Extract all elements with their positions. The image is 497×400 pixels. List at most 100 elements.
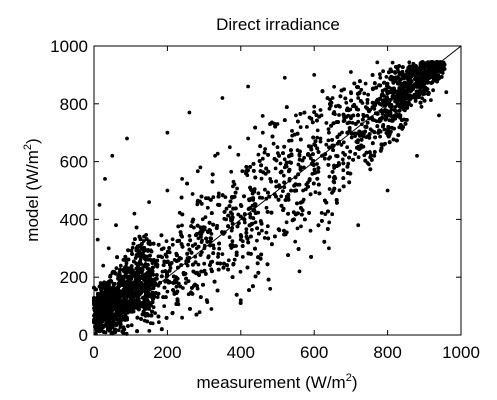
data-point — [222, 261, 226, 266]
data-point — [195, 169, 200, 174]
data-point — [355, 85, 359, 89]
data-point — [134, 266, 139, 271]
data-point — [345, 164, 350, 169]
data-point — [236, 152, 241, 157]
data-point — [282, 157, 287, 162]
data-point — [174, 275, 178, 280]
data-point — [379, 146, 384, 151]
data-point — [322, 239, 327, 244]
data-point — [180, 212, 185, 217]
data-point — [387, 70, 391, 75]
data-point — [170, 311, 175, 316]
data-point — [384, 113, 388, 118]
points-layer — [92, 60, 449, 336]
data-point — [106, 246, 111, 251]
data-point — [308, 228, 313, 233]
data-point — [298, 200, 303, 205]
data-point — [153, 277, 158, 282]
data-point — [124, 331, 129, 336]
data-point — [137, 275, 142, 279]
data-point — [309, 116, 314, 121]
data-point — [349, 135, 354, 140]
data-point — [404, 84, 409, 89]
data-point — [260, 228, 264, 233]
data-point — [332, 175, 336, 180]
data-point — [265, 224, 270, 229]
data-point — [400, 118, 404, 122]
data-point — [200, 217, 205, 222]
data-point — [349, 91, 353, 96]
data-point — [325, 227, 330, 231]
data-point — [444, 90, 449, 95]
data-point — [396, 81, 400, 86]
data-point — [303, 187, 308, 192]
data-point — [194, 233, 198, 238]
data-point — [266, 236, 271, 241]
data-point — [275, 122, 280, 126]
data-point — [373, 135, 377, 140]
data-point — [346, 108, 351, 113]
data-point — [312, 104, 317, 109]
data-point — [332, 163, 336, 168]
data-point — [179, 195, 184, 200]
data-point — [95, 237, 100, 242]
data-point — [284, 105, 289, 109]
data-point — [269, 179, 274, 184]
data-point — [295, 201, 299, 206]
data-point — [167, 268, 172, 273]
data-point — [203, 215, 208, 220]
data-point — [431, 88, 435, 93]
data-point — [378, 75, 383, 80]
data-point — [325, 96, 330, 100]
data-point — [195, 223, 200, 228]
data-point — [239, 204, 244, 208]
data-point — [165, 289, 170, 294]
data-point — [205, 205, 210, 210]
data-point — [194, 312, 199, 317]
data-point — [126, 248, 130, 253]
data-point — [214, 226, 219, 231]
data-point — [195, 286, 200, 291]
data-point — [186, 242, 191, 247]
data-point — [220, 252, 225, 256]
data-point — [341, 140, 346, 145]
data-point — [318, 108, 323, 112]
data-point — [282, 185, 287, 190]
data-point — [253, 175, 258, 180]
data-point — [263, 187, 267, 192]
data-point — [198, 295, 203, 299]
data-point — [433, 74, 437, 79]
data-point — [151, 265, 155, 270]
data-point — [405, 69, 409, 73]
data-point — [251, 284, 255, 289]
data-point — [139, 242, 144, 246]
data-point — [229, 228, 234, 233]
data-point — [358, 133, 362, 138]
data-point — [311, 181, 316, 186]
data-point — [253, 246, 257, 251]
data-point — [264, 166, 269, 171]
data-point — [149, 313, 154, 318]
data-point — [240, 255, 245, 259]
plot-frame — [93, 45, 462, 336]
data-point — [124, 261, 129, 266]
data-point — [282, 144, 287, 149]
data-point — [293, 239, 298, 244]
data-point — [139, 254, 144, 259]
data-point — [165, 188, 170, 193]
data-point — [215, 151, 220, 156]
data-point — [203, 272, 208, 276]
data-point — [123, 258, 128, 263]
data-point — [216, 267, 221, 272]
data-point — [222, 210, 227, 214]
data-point — [114, 299, 119, 304]
data-point — [190, 243, 195, 248]
data-point — [335, 200, 339, 205]
data-point — [324, 121, 329, 125]
data-point — [314, 113, 319, 117]
data-point — [400, 71, 405, 76]
data-point — [216, 202, 221, 207]
data-point — [121, 288, 126, 293]
data-point — [392, 126, 396, 131]
